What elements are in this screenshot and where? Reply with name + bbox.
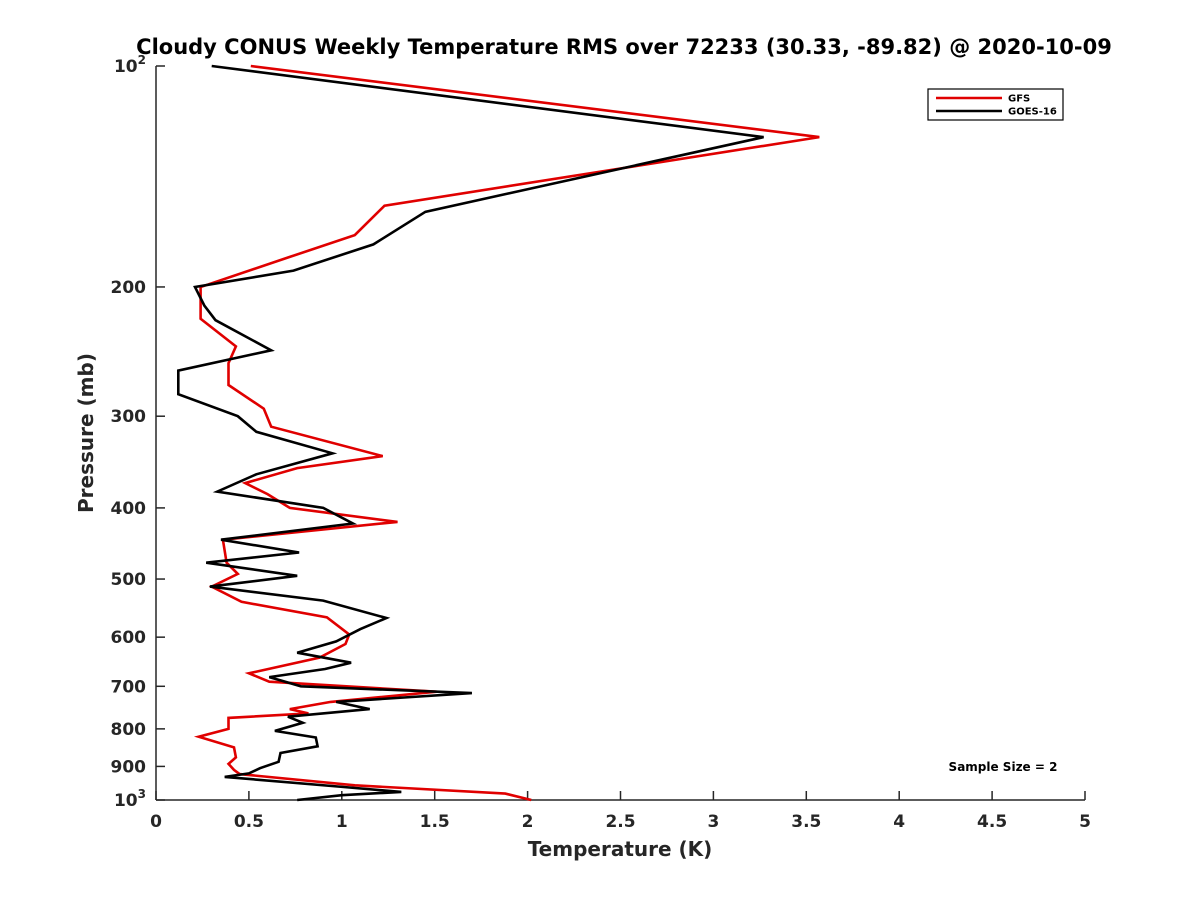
y-tick-label: 500 — [111, 570, 147, 590]
y-tick-label: 400 — [111, 499, 147, 519]
legend-box — [927, 88, 1064, 121]
x-tick-label: 4.5 — [977, 812, 1007, 832]
y-tick-label: 600 — [111, 628, 147, 648]
y-axis-label: Pressure (mb) — [74, 353, 98, 513]
x-ticks: 0 0.5 1 1.5 2 2.5 3 3.5 4 4.5 5 — [150, 791, 1091, 832]
series-line-gfs — [193, 64, 820, 802]
x-tick-label: 0 — [150, 812, 162, 832]
x-tick-label: 1 — [336, 812, 348, 832]
x-tick-label: 5 — [1079, 812, 1091, 832]
chart-title: Cloudy CONUS Weekly Temperature RMS over… — [136, 35, 1112, 59]
series-line-goes-16 — [177, 64, 764, 802]
x-tick-label: 2.5 — [605, 812, 635, 832]
legend-entry-label: GFS — [1008, 94, 1030, 105]
x-tick-label: 3.5 — [791, 812, 821, 832]
y-tick-base: 10 — [114, 57, 138, 77]
y-tick-label: 102 — [114, 53, 146, 77]
series-lines — [177, 64, 820, 802]
x-axis-label: Temperature (K) — [528, 837, 713, 861]
x-tick-label: 3 — [707, 812, 719, 832]
x-tick-label: 4 — [893, 812, 905, 832]
legend: GFS GOES-16 — [927, 88, 1064, 121]
legend-entry-label: GOES-16 — [1008, 107, 1057, 118]
x-tick-label: 2 — [522, 812, 534, 832]
y-tick-exponent: 2 — [138, 53, 146, 67]
y-tick-label: 900 — [111, 757, 147, 777]
sample-size-annotation: Sample Size = 2 — [949, 760, 1058, 774]
y-tick-label: 103 — [114, 787, 146, 811]
y-tick-label: 800 — [111, 720, 147, 740]
y-tick-label: 200 — [111, 278, 147, 298]
y-tick-exponent: 3 — [138, 787, 146, 801]
y-tick-base: 10 — [114, 791, 138, 811]
y-tick-label: 300 — [111, 407, 147, 427]
x-tick-label: 0.5 — [234, 812, 264, 832]
plot-area: 0 0.5 1 1.5 2 2.5 3 3.5 4 4.5 5 102200300400500600… — [111, 53, 1091, 832]
y-tick-label: 700 — [111, 677, 147, 697]
x-tick-label: 1.5 — [420, 812, 450, 832]
